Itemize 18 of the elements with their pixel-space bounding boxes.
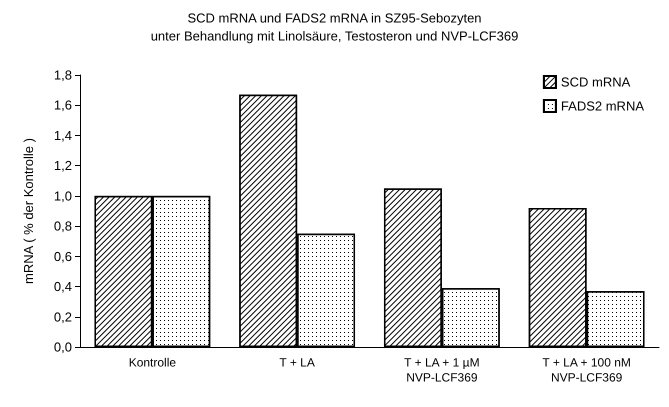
y-tick-label: 0,8 <box>54 218 72 234</box>
x-tick-label: T + LA <box>279 356 315 370</box>
x-tick-label: Kontrolle <box>128 356 176 370</box>
legend-label: SCD mRNA <box>560 74 631 90</box>
y-tick-label: 0,0 <box>54 340 72 354</box>
y-axis-title: mRNA ( % der Kontrolle ) <box>21 138 36 284</box>
y-tick-label: 1,0 <box>54 188 72 204</box>
x-tick-label: T + LA + 100 nM NVP-LCF369 <box>542 356 631 384</box>
x-tick-label: T + LA + 1 µM NVP-LCF369 <box>404 356 480 384</box>
legend-label: FADS2 mRNA <box>560 98 644 114</box>
y-tick-label: 0,2 <box>54 309 72 324</box>
y-tick-label: 1,2 <box>54 158 72 174</box>
y-tick-label: 1,8 <box>54 68 72 82</box>
y-tick-label: 0,6 <box>54 248 72 264</box>
chart-title: SCD mRNA und FADS2 mRNA in SZ95-Sebozyten unter Behandlung mit Linolsäure, Testosteron und NVP-LCF369 <box>150 10 518 44</box>
y-tick-label: 1,4 <box>54 128 72 143</box>
y-tick-label: 0,4 <box>54 279 72 294</box>
y-tick-label: 1,6 <box>54 98 72 113</box>
